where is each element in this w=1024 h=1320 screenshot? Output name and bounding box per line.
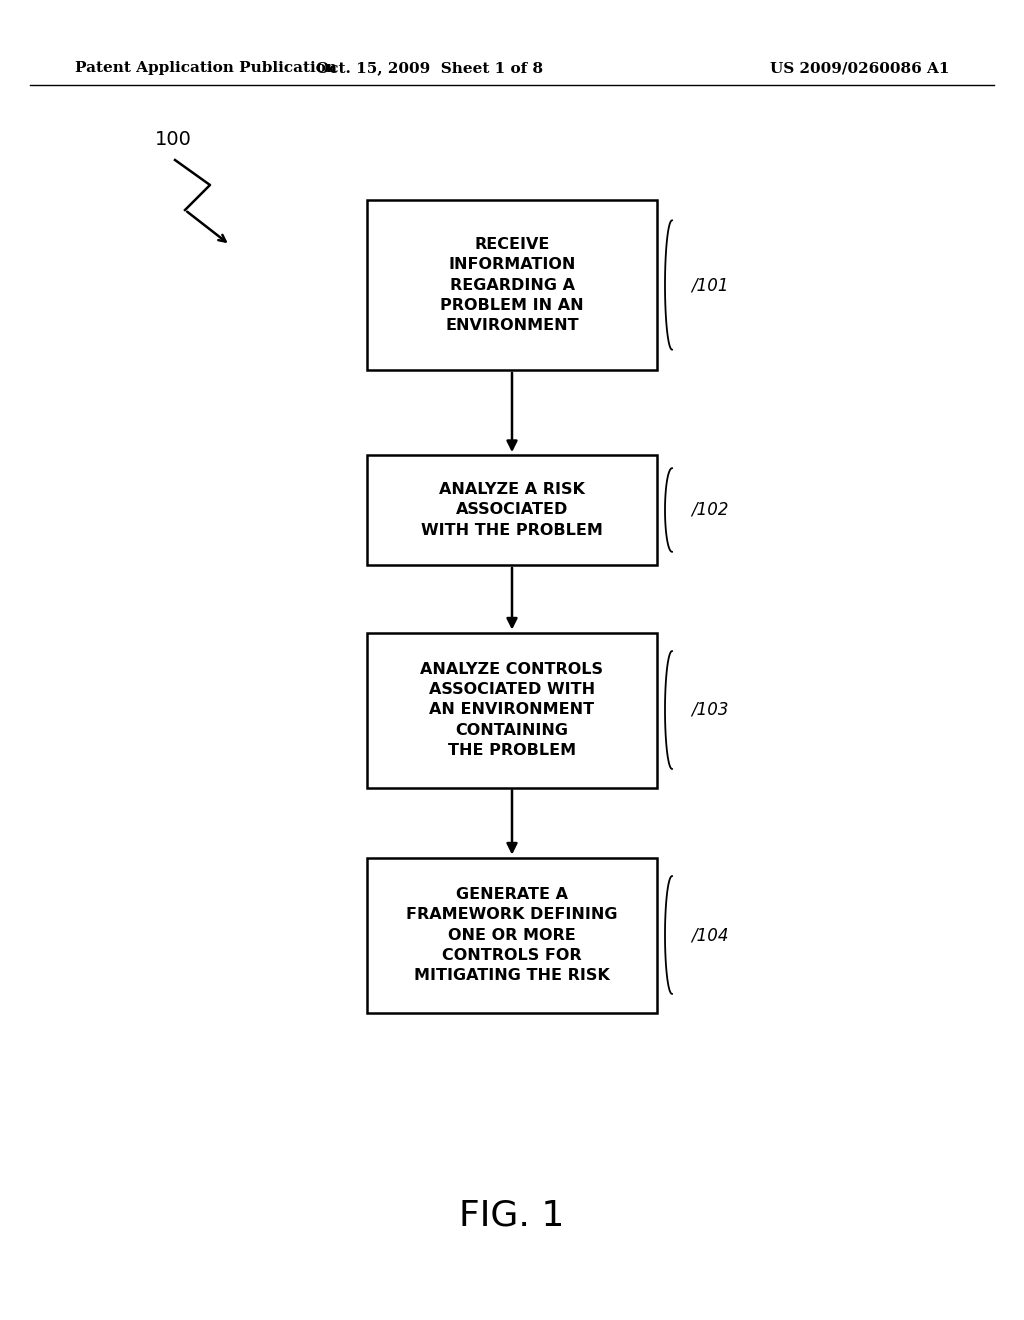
Text: /101: /101: [691, 276, 728, 294]
Bar: [367, 201, 657, 370]
Text: Oct. 15, 2009  Sheet 1 of 8: Oct. 15, 2009 Sheet 1 of 8: [316, 61, 544, 75]
Text: ANALYZE CONTROLS
ASSOCIATED WITH
AN ENVIRONMENT
CONTAINING
THE PROBLEM: ANALYZE CONTROLS ASSOCIATED WITH AN ENVI…: [421, 661, 603, 758]
Bar: [367, 858, 657, 1012]
Text: GENERATE A
FRAMEWORK DEFINING
ONE OR MORE
CONTROLS FOR
MITIGATING THE RISK: GENERATE A FRAMEWORK DEFINING ONE OR MOR…: [407, 887, 617, 983]
Text: /102: /102: [691, 502, 728, 519]
Text: Patent Application Publication: Patent Application Publication: [75, 61, 337, 75]
Text: /104: /104: [691, 927, 728, 944]
Bar: [367, 632, 657, 788]
Text: US 2009/0260086 A1: US 2009/0260086 A1: [770, 61, 950, 75]
Text: /103: /103: [691, 701, 728, 719]
Bar: [367, 455, 657, 565]
Text: RECEIVE
INFORMATION
REGARDING A
PROBLEM IN AN
ENVIRONMENT: RECEIVE INFORMATION REGARDING A PROBLEM …: [440, 236, 584, 333]
Text: ANALYZE A RISK
ASSOCIATED
WITH THE PROBLEM: ANALYZE A RISK ASSOCIATED WITH THE PROBL…: [421, 482, 603, 539]
Text: FIG. 1: FIG. 1: [460, 1199, 564, 1232]
Text: 100: 100: [155, 129, 191, 149]
